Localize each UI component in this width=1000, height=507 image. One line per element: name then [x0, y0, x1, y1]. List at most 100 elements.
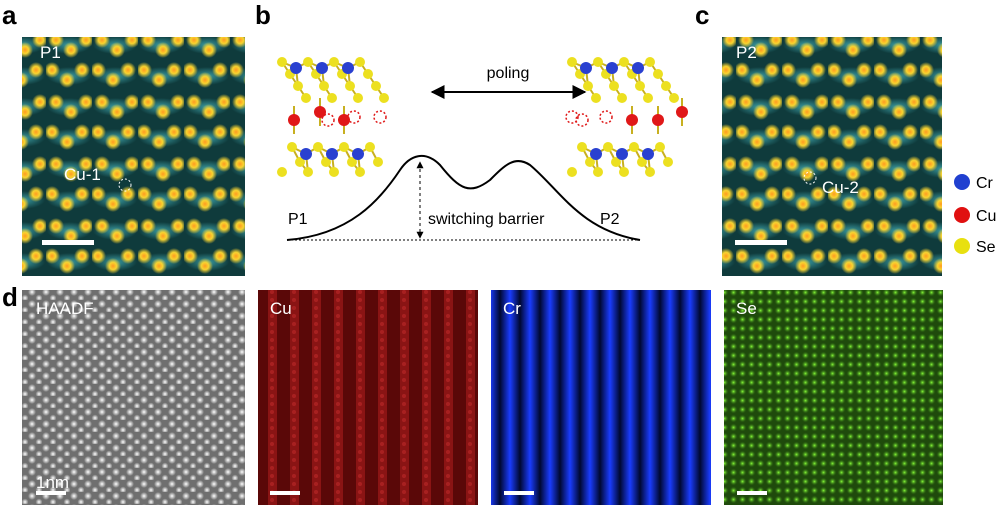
structure-p2 [565, 57, 688, 177]
panel-label: b [255, 0, 271, 30]
se-atom [661, 81, 671, 91]
se-atom [355, 57, 365, 67]
se-atom [583, 81, 593, 91]
cu-vacancy [575, 113, 589, 127]
se-atom [669, 93, 679, 103]
legend-label: Cr [976, 175, 994, 192]
se-atom [593, 57, 603, 67]
legend-label: Se [976, 239, 996, 256]
cu-atom [338, 114, 350, 126]
map-title: Cr [503, 299, 521, 318]
site-marker [118, 178, 132, 192]
se-atom [645, 57, 655, 67]
cu-vacancy [347, 110, 361, 124]
se-atom [653, 69, 663, 79]
cr-atom [316, 62, 328, 74]
energy-curve [286, 155, 641, 241]
state-label: P2 [600, 211, 620, 228]
legend-swatch [954, 207, 970, 223]
se-atom [609, 81, 619, 91]
se-atom [645, 167, 655, 177]
cr-atom [632, 62, 644, 74]
se-atom [577, 142, 587, 152]
legend-label: Cu [976, 208, 996, 225]
se-atom [611, 157, 621, 167]
panel-label: d [2, 282, 18, 312]
cr-atom [590, 148, 602, 160]
se-atom [363, 69, 373, 79]
cu-atom [314, 106, 326, 118]
se-atom [619, 167, 629, 177]
se-atom [355, 167, 365, 177]
se-atom [329, 167, 339, 177]
panel-label: a [2, 0, 17, 30]
se-atom [287, 142, 297, 152]
se-atom [591, 93, 601, 103]
se-atom [345, 81, 355, 91]
se-atom [585, 157, 595, 167]
se-atom [329, 57, 339, 67]
se-atom [637, 157, 647, 167]
cr-atom [642, 148, 654, 160]
scale-bar [735, 240, 787, 245]
se-atom [371, 81, 381, 91]
cu-atom [288, 114, 300, 126]
se-atom [603, 142, 613, 152]
image-title: P2 [736, 43, 757, 62]
se-atom [347, 157, 357, 167]
scale-bar [737, 491, 767, 495]
scale-bar [270, 491, 300, 495]
cr-map [491, 290, 711, 505]
legend-swatch [954, 238, 970, 254]
site-marker [803, 171, 817, 185]
stem-image [22, 37, 245, 276]
cu-vacancy [565, 110, 579, 124]
map-title: Cu [270, 299, 292, 318]
se-atom [277, 57, 287, 67]
se-atom [293, 81, 303, 91]
state-label: P1 [288, 211, 308, 228]
site-label: Cu-1 [64, 165, 101, 184]
cr-atom [342, 62, 354, 74]
se-map [724, 290, 943, 505]
cu-atom [626, 114, 638, 126]
se-atom [635, 81, 645, 91]
se-atom [663, 157, 673, 167]
scale-label: 1nm [36, 473, 69, 492]
se-atom [373, 157, 383, 167]
site-label: Cu-2 [822, 178, 859, 197]
cr-atom [290, 62, 302, 74]
se-atom [321, 157, 331, 167]
se-atom [567, 57, 577, 67]
arrow-label: poling [487, 65, 530, 82]
se-atom [619, 57, 629, 67]
se-atom [277, 167, 287, 177]
image-title: P1 [40, 43, 61, 62]
cu-vacancy [599, 110, 613, 124]
cr-atom [352, 148, 364, 160]
cr-atom [606, 62, 618, 74]
se-atom [643, 93, 653, 103]
barrier-label: switching barrier [428, 211, 545, 228]
scale-bar [36, 491, 66, 495]
legend-swatch [954, 174, 970, 190]
se-atom [327, 93, 337, 103]
se-atom [303, 167, 313, 177]
se-atom [617, 93, 627, 103]
structure-p1 [277, 57, 389, 177]
map-title: HAADF [36, 299, 94, 318]
se-atom [353, 93, 363, 103]
se-atom [303, 57, 313, 67]
haadf-map [22, 290, 245, 505]
cr-atom [616, 148, 628, 160]
cu-map [258, 290, 478, 505]
cu-vacancy [321, 113, 335, 127]
cu-atom [676, 106, 688, 118]
se-atom [295, 157, 305, 167]
se-atom [655, 142, 665, 152]
se-atom [313, 142, 323, 152]
se-atom [301, 93, 311, 103]
se-atom [379, 93, 389, 103]
scale-bar [504, 491, 534, 495]
